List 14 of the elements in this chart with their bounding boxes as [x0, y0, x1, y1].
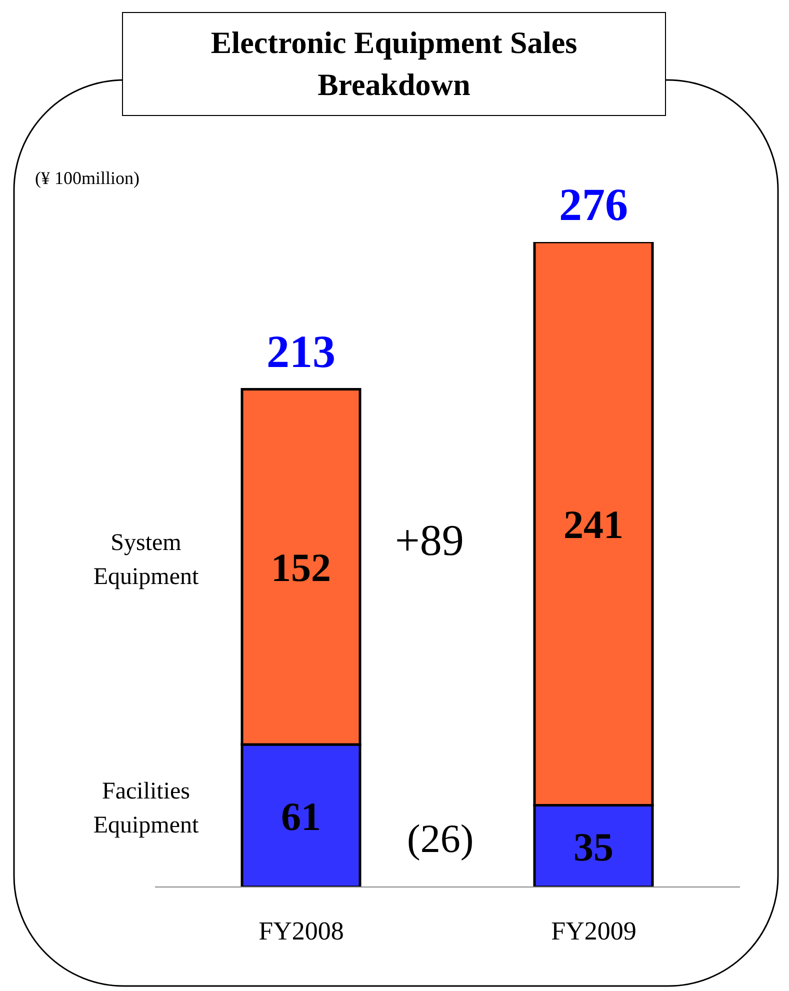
data-label: 35	[574, 824, 614, 870]
data-label: 241	[564, 502, 624, 547]
x-tick-label: FY2009	[551, 916, 636, 946]
annotation: +89	[395, 515, 464, 566]
series-label: System Equipment	[93, 530, 199, 590]
total-label: 276	[559, 179, 628, 230]
data-label: 152	[271, 545, 331, 590]
chart-title: Electronic Equipment Sales Breakdown	[210, 24, 578, 104]
annotation: (26)	[407, 815, 474, 862]
data-label: 61	[281, 794, 321, 839]
series-label: Facilities Equipment	[93, 778, 199, 839]
text: (¥ 100million)	[35, 168, 140, 189]
x-tick-label: FY2008	[258, 916, 344, 946]
total-label: 213	[266, 326, 336, 378]
